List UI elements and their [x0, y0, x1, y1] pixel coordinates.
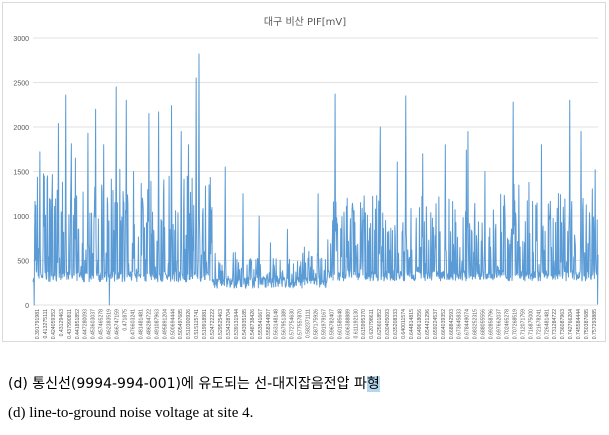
x-tick-label: 0.635208333 — [393, 309, 399, 339]
caption-korean-highlight: 형 — [366, 376, 380, 392]
x-tick-label: 0.707268519 — [512, 309, 518, 339]
x-tick-label: 0.601585648 — [337, 309, 343, 339]
x-tick-label: 0.712071759 — [520, 309, 526, 339]
x-tick-label: 0.649618056 — [417, 309, 423, 339]
x-tick-label: 0.491087963 — [154, 309, 160, 339]
x-tick-label: 0.640011574 — [401, 309, 407, 339]
x-tick-label: 0.757293885 — [592, 309, 598, 339]
x-tick-label: 0.447280093 — [83, 309, 89, 339]
x-tick-label: 0.486284722 — [146, 309, 152, 339]
caption-english: (d) line-to-ground noise voltage at site… — [8, 405, 254, 421]
x-tick-label: 0.437990811 — [67, 309, 73, 339]
x-tick-label: 0.654421296 — [425, 309, 431, 339]
x-tick-label: 0.664039352 — [441, 309, 447, 339]
x-tick-label: 0.697662037 — [497, 309, 503, 339]
caption-korean: (d) 통신선(9994-994-001)에 유도되는 선-대지잡음전압 파형 — [8, 373, 380, 393]
line-chart: 0 500 1000 1500 2000 2500 3000 0.391791981 0.41… — [13, 36, 599, 339]
x-tick-label: 0.539131944 — [234, 309, 240, 339]
x-tick-label: 0.731284722 — [552, 309, 558, 339]
y-tick-label: 500 — [17, 259, 29, 266]
x-tick-label: 0.457465278 — [99, 309, 105, 339]
x-tick-label: 0.553541667 — [258, 309, 264, 339]
x-tick-label: 0.726481481 — [544, 309, 550, 339]
x-tick-label: 0.43129463 — [59, 309, 65, 337]
x-tick-label: 0.424059352 — [51, 309, 57, 339]
x-tick-label: 0.476603241 — [130, 309, 136, 339]
x-tick-label: 0.515115741 — [194, 309, 200, 339]
y-tick-label: 1000 — [13, 214, 29, 221]
x-tick-label: 0.721678241 — [536, 309, 542, 339]
x-tick-label: 0.441851852 — [75, 309, 81, 339]
x-tick-label: 0.591979167 — [321, 309, 327, 339]
x-tick-label: 0.505497685 — [178, 309, 184, 339]
x-tick-label: 0.688055556 — [481, 309, 487, 339]
chart-area: 대구 비산 PIF[mV] 0 500 1000 1500 2000 2500 3000 0… — [2, 2, 606, 342]
x-tick-label: 0.625601852 — [377, 309, 383, 339]
x-tick-label: 0.558344907 — [266, 309, 272, 339]
x-tick-label: 0.683252315 — [473, 309, 479, 339]
x-tick-label: 0.500694444 — [170, 309, 176, 339]
x-tick-label: 0.745584444 — [576, 309, 582, 339]
x-tick-label: 0.596782407 — [329, 309, 335, 339]
x-tick-label: 0.673645833 — [457, 309, 463, 339]
x-tick-label: 0.519918981 — [202, 309, 208, 339]
x-tick-label: 0.692858796 — [489, 309, 495, 339]
x-tick-label: 0.620798611 — [369, 309, 375, 339]
x-tick-label: 0.716875000 — [528, 309, 534, 339]
x-tick-label: 0.577557870 — [298, 309, 304, 339]
x-tick-label: 0.481481481 — [138, 309, 144, 339]
x-tick-label: 0.563148148 — [274, 309, 280, 339]
x-tick-label: 0.462383519 — [107, 309, 113, 339]
x-tick-label: 0.572754630 — [290, 309, 296, 339]
x-tick-label: 0.644814815 — [409, 309, 415, 339]
x-tick-label: 0.630405093 — [385, 309, 391, 339]
y-tick-label: 2000 — [13, 125, 29, 132]
x-tick-label: 0.413275111 — [43, 309, 49, 339]
x-tick-label: 0.510300926 — [186, 309, 192, 339]
x-tick-label: 0.466747159 — [115, 309, 121, 339]
x-tick-label: 0.736087963 — [560, 309, 566, 339]
chart-title: 대구 비산 PIF[mV] — [263, 17, 347, 28]
x-tick-label: 0.391791981 — [35, 309, 41, 339]
x-tick-label: 0.742766204 — [568, 309, 574, 339]
x-tick-label: 0.582371111 — [306, 309, 312, 338]
x-tick-label: 0.567951389 — [282, 309, 288, 339]
x-tick-label: 0.524722222 — [210, 309, 216, 339]
x-tick-label: 0.543935185 — [242, 309, 248, 339]
x-tick-label: 0.587175926 — [314, 309, 320, 339]
x-tick-label: 0.606388889 — [345, 309, 351, 339]
x-tick-label: 0.529525463 — [218, 309, 224, 339]
x-tick-label: 0.702465278 — [504, 309, 510, 339]
y-tick-label: 2500 — [13, 81, 29, 88]
x-tick-label: 0.453603037 — [91, 309, 97, 339]
series-line — [32, 53, 599, 306]
x-tick-label: 0.750387685 — [584, 309, 590, 339]
x-tick-label: 0.534328704 — [226, 309, 232, 339]
x-tick-label: 0.659224537 — [433, 309, 439, 339]
x-tick-label: 0.678449074 — [465, 309, 471, 339]
y-tick-label: 3000 — [13, 36, 29, 43]
x-tick-label: 0.548738426 — [250, 309, 256, 339]
x-tick-label: 0.495891204 — [162, 309, 168, 339]
x-tick-label: 0.611192130 — [353, 309, 359, 339]
x-tick-label: 0.471875 — [123, 309, 129, 331]
y-tick-label: 1500 — [13, 170, 29, 177]
y-tick-label: 0 — [25, 303, 29, 310]
x-tick-label: 0.615995370 — [361, 309, 367, 339]
x-tick-label: 0.668842593 — [449, 309, 455, 339]
caption-korean-text: (d) 통신선(9994-994-001)에 유도되는 선-대지잡음전압 파 — [8, 376, 367, 392]
